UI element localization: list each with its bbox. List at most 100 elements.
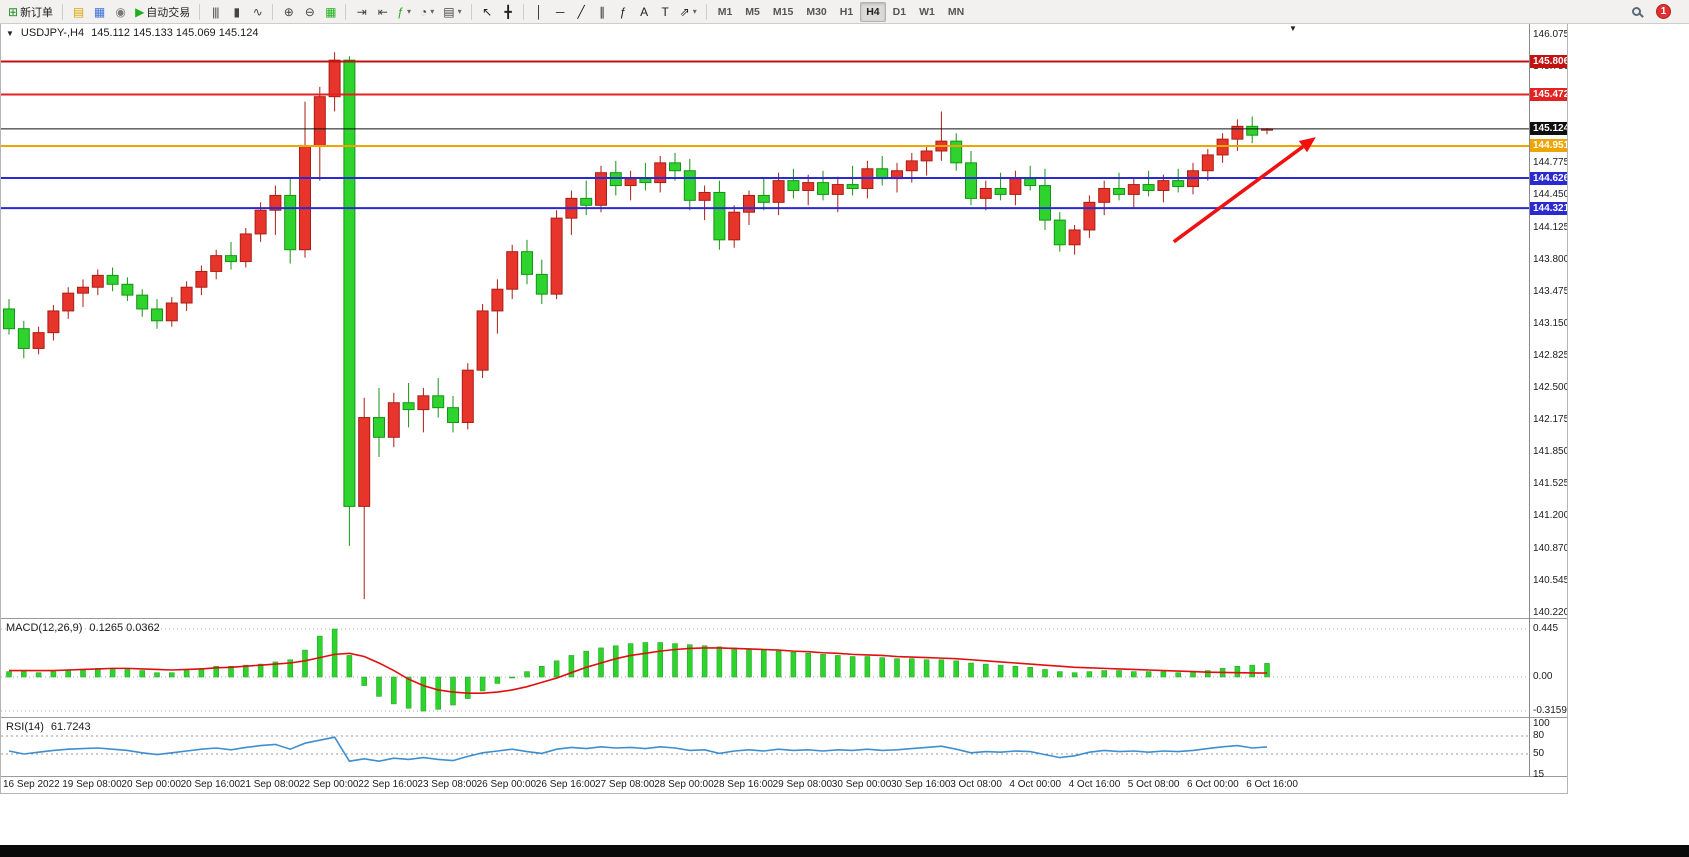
- price-scale-label: 143.475: [1533, 285, 1568, 297]
- chart-title: ▼ USDJPY-,H4 145.112 145.133 145.069 145…: [6, 27, 259, 39]
- zoom-out-button[interactable]: ⊖: [299, 2, 319, 22]
- candle-body: [284, 194, 297, 251]
- notification-badge[interactable]: 1: [1656, 4, 1671, 19]
- timeframe-w1-button[interactable]: W1: [919, 5, 935, 18]
- macd-histogram-bar: [243, 664, 249, 678]
- candle-body: [535, 273, 548, 295]
- bar-chart-icon: |||: [212, 4, 219, 19]
- candle-body: [1068, 229, 1081, 246]
- chevron-down-icon[interactable]: ▾: [692, 7, 697, 16]
- search-button[interactable]: [1626, 2, 1646, 22]
- macd-histogram-bar: [1027, 667, 1033, 678]
- macd-histogram-bar: [687, 644, 693, 678]
- trend-arrow-head[interactable]: [1298, 137, 1316, 153]
- alerts-button[interactable]: ◉: [110, 2, 130, 22]
- pane-divider-rsi[interactable]: [1, 717, 1567, 718]
- timeframe-h4-button[interactable]: H4: [860, 1, 886, 22]
- chart-shift-marker[interactable]: ▼: [1289, 24, 1297, 33]
- crosshair-button[interactable]: ╋: [498, 2, 518, 22]
- candle-body: [1083, 201, 1096, 231]
- time-axis[interactable]: 16 Sep 2022 19 Sep 08:00 20 Sep 00:00 20 Se…: [1, 777, 1567, 793]
- macd-histogram-bar: [909, 658, 915, 678]
- time-scale-label: 19 Sep 08:00: [62, 779, 122, 790]
- chevron-down-icon[interactable]: ▼: [6, 28, 14, 38]
- tile-windows-button[interactable]: ▦: [320, 2, 340, 22]
- chevron-down-icon[interactable]: ▾: [406, 7, 411, 16]
- trendline-button[interactable]: ╱: [571, 2, 591, 22]
- candle-body: [1246, 125, 1259, 136]
- zoom-in-button[interactable]: ⊕: [278, 2, 298, 22]
- fibonacci-button[interactable]: ƒ: [613, 2, 633, 22]
- timeframe-d1-button[interactable]: D1: [892, 5, 907, 18]
- macd-histogram-bar: [346, 655, 353, 678]
- macd-histogram-bar: [228, 665, 234, 678]
- equidistant-channel-button[interactable]: ∥: [592, 2, 612, 22]
- new-order-button[interactable]: ⊞ 新订单: [4, 2, 57, 22]
- line-chart-button[interactable]: ∿: [247, 2, 267, 22]
- pane-divider-macd[interactable]: [1, 618, 1567, 619]
- time-scale-label: 28 Sep 00:00: [654, 779, 714, 790]
- chart-shift-button[interactable]: ⇤: [372, 2, 392, 22]
- time-scale-label: 6 Oct 16:00: [1246, 779, 1298, 790]
- templates-button[interactable]: ▤ ▾: [439, 2, 465, 22]
- toolbar: ⊞ 新订单 ▤ ▦ ◉ ▶ 自动交易 ||| ▮ ∿ ⊕ ⊖ ▦ ⇥ ⇤ ƒ ▾ ◔ ▾ ▤ ▾ ↖ ╋ │ ─ ╱ ∥ ƒ A T ⇗ ▾ M…: [0, 0, 1689, 24]
- charts-folder-button[interactable]: ▤: [68, 2, 88, 22]
- time-scale-label: 29 Sep 08:00: [772, 779, 833, 790]
- macd-histogram-bar: [731, 647, 737, 678]
- price-scale-label: 141.850: [1533, 446, 1568, 458]
- price-scale-label: 140.545: [1533, 574, 1568, 586]
- timeframe-m5-button[interactable]: M5: [745, 5, 760, 18]
- candle-body: [387, 402, 400, 438]
- price-scale-label: 141.200: [1533, 510, 1568, 522]
- rsi-canvas[interactable]: [1, 718, 1529, 776]
- macd-histogram-bar: [213, 665, 219, 678]
- indicators-button[interactable]: ƒ ▾: [393, 2, 415, 22]
- rsi-label: RSI(14): [6, 721, 44, 733]
- candle-body: [728, 211, 741, 241]
- periods-button[interactable]: ◔ ▾: [416, 2, 438, 22]
- time-scale-label: 30 Sep 00:00: [831, 779, 892, 790]
- candlestick-icon: ▮: [233, 4, 240, 19]
- timeframe-m30-button[interactable]: M30: [806, 5, 827, 18]
- vertical-line-button[interactable]: │: [529, 2, 549, 22]
- candlestick-chart-button[interactable]: ▮: [226, 2, 246, 22]
- price-scale-label: 144.775: [1533, 157, 1568, 169]
- macd-canvas[interactable]: [1, 619, 1529, 717]
- macd-histogram-bar: [997, 664, 1004, 678]
- zoom-in-icon: ⊕: [283, 4, 294, 19]
- horizontal-line-button[interactable]: ─: [550, 2, 570, 22]
- main-chart-canvas[interactable]: [1, 24, 1529, 618]
- time-scale-label: 20 Sep 00:00: [121, 779, 181, 790]
- arrows-button[interactable]: ⇗ ▾: [676, 2, 701, 22]
- chart-shift-icon: ⇤: [377, 4, 388, 19]
- text-label-button[interactable]: T: [655, 2, 675, 22]
- price-scale-label: 142.825: [1533, 349, 1568, 361]
- new-order-icon: ⊞: [8, 4, 18, 19]
- timeframe-m1-button[interactable]: M1: [717, 5, 733, 18]
- toolbar-button-groups: ⊞ 新订单 ▤ ▦ ◉ ▶ 自动交易 ||| ▮ ∿ ⊕ ⊖ ▦ ⇥ ⇤ ƒ ▾ ◔ ▾ ▤ ▾ ↖ ╋ │ ─ ╱ ∥ ƒ A T ⇗ ▾ M…: [4, 1, 970, 22]
- text-button[interactable]: A: [634, 2, 654, 22]
- macd-histogram-bar: [968, 662, 974, 678]
- chart-window[interactable]: ▼ USDJPY-,H4 145.112 145.133 145.069 145…: [0, 24, 1568, 794]
- candle-body: [654, 162, 667, 184]
- chevron-down-icon[interactable]: ▾: [430, 7, 435, 16]
- candle-body: [905, 160, 918, 172]
- macd-histogram-bar: [746, 648, 752, 678]
- time-scale-label: 22 Sep 00:00: [299, 779, 359, 790]
- price-scale-label: 146.075: [1533, 29, 1568, 40]
- timeframe-mn-button[interactable]: MN: [947, 5, 965, 18]
- trend-arrow-shaft[interactable]: [1172, 145, 1304, 244]
- timeframe-h1-button[interactable]: H1: [839, 5, 854, 18]
- new-order-label: 新订单: [20, 6, 54, 19]
- macd-histogram-bar: [257, 663, 264, 678]
- chevron-down-icon[interactable]: ▾: [457, 7, 462, 16]
- data-window-button[interactable]: ▦: [89, 2, 109, 22]
- auto-scroll-button[interactable]: ⇥: [351, 2, 371, 22]
- cursor-button[interactable]: ↖: [477, 2, 497, 22]
- text-icon: A: [640, 4, 648, 19]
- candle-body: [491, 288, 504, 312]
- autotrading-button[interactable]: ▶ 自动交易: [131, 2, 194, 22]
- candle-body: [17, 328, 30, 349]
- bar-chart-button[interactable]: |||: [205, 2, 225, 22]
- timeframe-m15-button[interactable]: M15: [772, 5, 794, 18]
